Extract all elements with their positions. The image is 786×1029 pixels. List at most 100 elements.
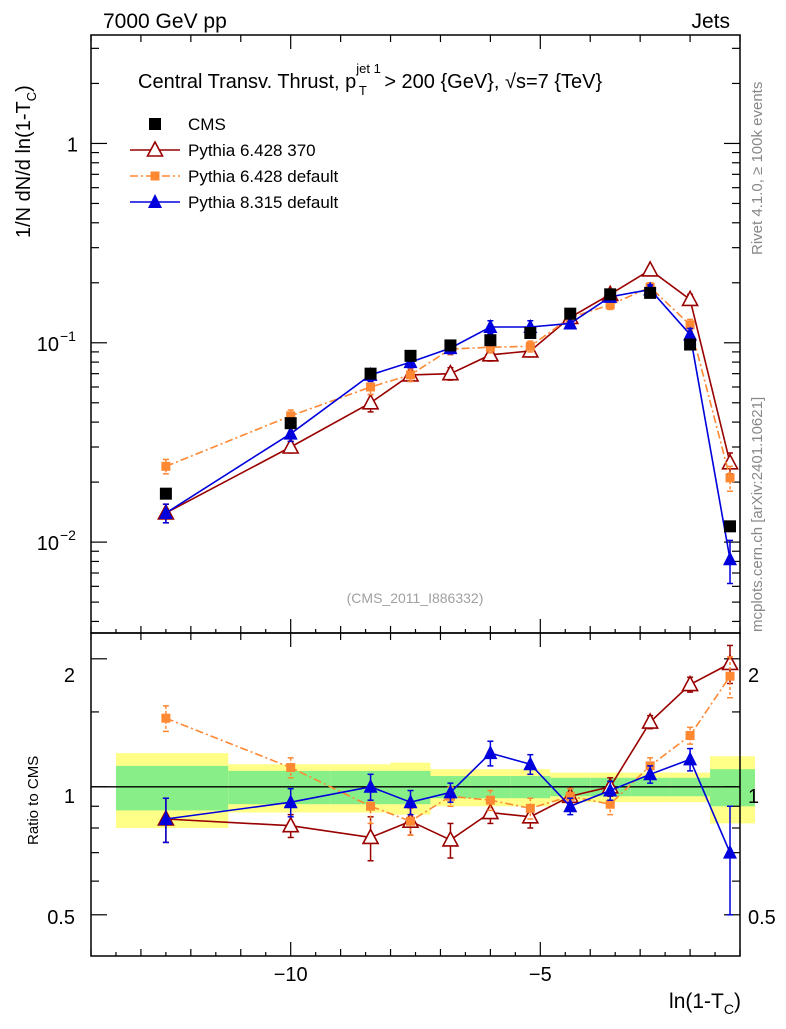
data-point-ratio: [525, 803, 535, 813]
ratio-right-label-05: 0.5: [748, 907, 776, 929]
cms-data-point: [444, 339, 457, 352]
data-point-ratio: [481, 802, 500, 820]
data-point-main: [525, 341, 535, 351]
title-sqrt: √: [505, 71, 516, 93]
cms-data-point: [484, 334, 497, 347]
main-y-tick-exponent: −2: [60, 527, 76, 543]
cms-band-inner: [115, 765, 229, 811]
title-prefix: Central Transv. Thrust, p: [138, 71, 356, 93]
ratio-right-label-2: 2: [748, 665, 759, 687]
beam-label: 7000 GeV pp: [103, 10, 227, 33]
cms-band-inner: [710, 769, 755, 807]
cms-data-point: [364, 367, 377, 380]
data-point-ratio: [485, 795, 495, 805]
series-line-ratio: [165, 662, 731, 841]
series-line-ratio: [165, 752, 731, 853]
cms-data-point: [724, 520, 737, 533]
data-point-ratio: [565, 791, 575, 801]
legend-label: Pythia 6.428 default: [188, 167, 339, 186]
y-title-close: ): [13, 85, 35, 92]
data-point-main: [641, 260, 659, 277]
main-y-tick-label: 10: [37, 334, 59, 356]
data-point-main: [281, 437, 300, 454]
cms-data-point: [524, 326, 537, 339]
data-point-ratio: [641, 712, 659, 729]
data-point-main: [725, 473, 735, 483]
main-y-tick-labels: 110−110−2: [37, 134, 78, 555]
data-point-ratio: [483, 745, 498, 760]
data-point-ratio: [643, 766, 658, 781]
x-axis-title: ln(1-TC): [669, 990, 741, 1017]
data-point-main: [366, 382, 376, 392]
data-point-ratio: [366, 801, 376, 811]
cms-data-point: [284, 417, 297, 430]
series-line-main: [165, 288, 731, 560]
rivet-version-label: Rivet 4.1.0, ≥ 100k events: [749, 82, 766, 255]
legend-marker: [146, 140, 164, 157]
data-point-main: [485, 342, 495, 352]
legend-marker: [148, 194, 162, 208]
cms-data-point: [684, 338, 697, 351]
data-point-main: [283, 425, 298, 440]
series-line-main: [165, 286, 731, 479]
data-point-ratio: [158, 810, 173, 825]
cms-data-point: [404, 349, 417, 362]
data-point-ratio: [441, 830, 460, 847]
ratio-right-label-1: 1: [748, 786, 759, 808]
cms-data-point: [564, 307, 577, 320]
data-point-main: [406, 370, 416, 380]
data-point-ratio: [363, 778, 378, 793]
mcplots-reference-label: mcplots.cern.ch [arXiv:2401.10621]: [749, 397, 766, 632]
data-point-ratio: [286, 763, 296, 773]
data-point-main: [483, 319, 498, 334]
series-line-main: [165, 268, 731, 514]
data-point-main: [361, 393, 380, 410]
data-point-ratio: [725, 671, 735, 681]
cms-data-point: [644, 286, 657, 299]
ratio-left-label-05: 0.5: [47, 907, 75, 929]
title-suffix: s=7 {TeV}: [516, 71, 603, 93]
data-point-ratio: [681, 674, 699, 692]
data-point-ratio: [605, 799, 615, 809]
cms-band-inner: [228, 770, 331, 805]
cms-data-point: [159, 487, 172, 500]
series-cms-points: [159, 286, 737, 533]
data-point-ratio: [281, 816, 300, 833]
data-point-ratio: [723, 844, 738, 859]
cms-uncertainty-bands: [91, 753, 755, 829]
data-point-ratio: [683, 751, 698, 766]
x-tick-label-minus-10: −10: [274, 964, 308, 986]
data-point-ratio: [523, 756, 538, 771]
data-point-ratio: [603, 782, 618, 797]
ratio-left-label-2: 2: [64, 665, 75, 687]
data-point-main: [161, 461, 171, 471]
ratio-left-label-1: 1: [64, 786, 75, 808]
legend: CMS Pythia 6.428 370 Pythia 6.428 default P…: [130, 115, 339, 212]
data-series: [157, 260, 739, 916]
main-y-tick-label: 10: [37, 533, 59, 555]
data-point-main: [481, 345, 500, 362]
legend-label: Pythia 8.315 default: [188, 193, 339, 212]
legend-marker: [150, 171, 160, 181]
data-point-main: [723, 551, 738, 566]
main-y-axis-title: 1/N dN/d ln(1-TC): [13, 85, 39, 238]
data-point-ratio: [403, 794, 418, 809]
plot-title: Central Transv. Thrust, pjet 1 T > 200 {G…: [138, 61, 602, 98]
data-point-ratio: [563, 798, 578, 813]
ratio-y-axis-title: Ratio to CMS: [25, 756, 42, 845]
main-y-tick-label: 1: [67, 134, 78, 156]
title-subscript: T: [359, 83, 367, 98]
data-point-main: [563, 315, 578, 330]
x-title-subscript: C: [724, 1001, 734, 1017]
legend-label: CMS: [188, 115, 226, 134]
cms-band-inner: [330, 770, 391, 805]
data-point-main: [681, 289, 699, 307]
axis-ticks: [90, 35, 741, 956]
data-point-ratio: [361, 827, 380, 845]
title-middle: > 200 {GeV},: [379, 71, 505, 93]
series-2: [161, 282, 735, 836]
data-point-main: [441, 363, 460, 381]
x-title-close: ): [734, 990, 741, 1013]
category-label: Jets: [691, 10, 730, 33]
